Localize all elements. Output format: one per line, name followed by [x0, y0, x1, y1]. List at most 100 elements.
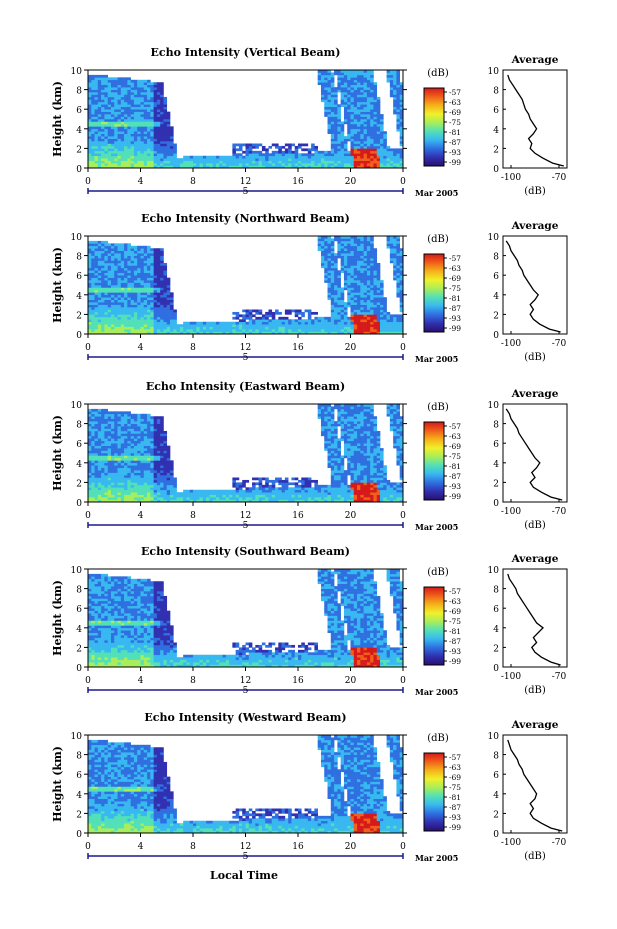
- heatmap-cell: [363, 99, 368, 103]
- heatmap-cell: [94, 489, 99, 493]
- heatmap-cell: [143, 499, 148, 503]
- heatmap-cell: [120, 158, 125, 161]
- heatmap-cell: [101, 319, 105, 323]
- heatmap-cell: [117, 275, 122, 278]
- heatmap-cell: [373, 145, 378, 149]
- heatmap-cell: [242, 165, 246, 169]
- heatmap-cell: [127, 443, 131, 446]
- heatmap-cell: [163, 285, 168, 288]
- heatmap-cell: [360, 304, 364, 308]
- heatmap-cell: [314, 163, 318, 166]
- heatmap-cell: [294, 163, 299, 166]
- heatmap-cell: [88, 99, 92, 103]
- heatmap-cell: [337, 82, 341, 85]
- heatmap-cell: [110, 121, 115, 125]
- heatmap-cell: [124, 435, 128, 439]
- heatmap-cell: [170, 165, 174, 169]
- heatmap-cell: [330, 77, 335, 81]
- heatmap-cell: [101, 253, 105, 256]
- heatmap-cell: [340, 74, 345, 78]
- heatmap-cell: [232, 160, 236, 164]
- heatmap-cell: [399, 128, 404, 132]
- heatmap-cell: [94, 160, 99, 164]
- heatmap-cell: [143, 294, 148, 298]
- heatmap-cell: [396, 155, 401, 159]
- heatmap-cell: [383, 319, 387, 323]
- heatmap-cell: [104, 484, 108, 488]
- heatmap-cell: [163, 153, 168, 157]
- heatmap-cell: [343, 141, 348, 144]
- heatmap-cell: [347, 70, 351, 73]
- heatmap-cell: [107, 413, 112, 417]
- heatmap-cell: [330, 87, 335, 90]
- heatmap-cell: [166, 280, 171, 283]
- heatmap-cell: [334, 70, 338, 73]
- heatmap-cell: [156, 277, 161, 281]
- heatmap-cell: [399, 138, 404, 142]
- heatmap-cell: [373, 280, 378, 283]
- heatmap-cell: [156, 282, 161, 286]
- heatmap-cell: [396, 111, 401, 115]
- heatmap-cell: [324, 321, 328, 325]
- heatmap-cell: [140, 462, 145, 466]
- heatmap-cell: [114, 253, 118, 256]
- heatmap-cell: [114, 94, 118, 98]
- heatmap-cell: [97, 489, 102, 493]
- colorbar-tick-label: -69: [449, 108, 461, 117]
- heatmap-cell: [340, 150, 345, 154]
- heatmap-cell: [350, 96, 355, 100]
- heatmap-cell: [137, 470, 141, 473]
- heatmap-cell: [97, 470, 102, 473]
- heatmap-cell: [117, 413, 122, 417]
- heatmap-cell: [399, 270, 404, 274]
- heatmap-cell: [399, 165, 404, 169]
- heatmap-cell: [94, 121, 99, 125]
- heatmap-cell: [127, 421, 131, 424]
- heatmap-cell: [373, 114, 378, 117]
- heatmap-cell: [278, 163, 282, 166]
- heatmap-cell: [117, 499, 122, 503]
- heatmap-cell: [399, 326, 404, 330]
- heatmap-cell: [120, 136, 125, 139]
- heatmap-cell: [133, 470, 138, 473]
- heatmap-cell: [94, 96, 99, 100]
- heatmap-cell: [324, 77, 328, 81]
- heatmap-cell: [324, 109, 328, 112]
- heatmap-cell: [160, 114, 164, 117]
- colorbar-label: (dB): [427, 68, 449, 79]
- heatmap-cell: [357, 79, 361, 83]
- heatmap-cell: [353, 77, 358, 81]
- heatmap-cell: [88, 499, 92, 503]
- heatmap-cell: [143, 477, 148, 481]
- heatmap-cell: [366, 148, 371, 152]
- heatmap-cell: [140, 89, 145, 93]
- heatmap-cell: [91, 165, 95, 169]
- heatmap-cell: [137, 277, 141, 281]
- heatmap-cell: [91, 123, 95, 127]
- heatmap-cell: [110, 114, 115, 117]
- heatmap-cell: [347, 136, 351, 139]
- heatmap-cell: [347, 277, 351, 281]
- heatmap-cell: [337, 148, 341, 152]
- heatmap-cell: [150, 423, 154, 427]
- heatmap-cell: [127, 114, 131, 117]
- heatmap-cell: [110, 267, 115, 271]
- heatmap-cell: [114, 260, 118, 264]
- heatmap-cell: [343, 277, 348, 281]
- heatmap-cell: [107, 428, 112, 432]
- heatmap-cell: [150, 270, 154, 274]
- heatmap-cell: [110, 158, 115, 161]
- heatmap-cell: [324, 94, 328, 98]
- heatmap-cell: [334, 165, 338, 169]
- heatmap-cell: [153, 163, 158, 166]
- heatmap-cell: [176, 163, 181, 166]
- heatmap-cell: [347, 297, 351, 300]
- heatmap-cell: [396, 128, 401, 132]
- heatmap-cell: [275, 145, 279, 149]
- heatmap-cell: [88, 319, 92, 323]
- profile-y-tick-label: 6: [493, 272, 499, 282]
- heatmap-cell: [114, 411, 118, 415]
- heatmap-cell: [94, 289, 99, 293]
- heatmap-cell: [156, 253, 161, 256]
- heatmap-cell: [150, 143, 154, 147]
